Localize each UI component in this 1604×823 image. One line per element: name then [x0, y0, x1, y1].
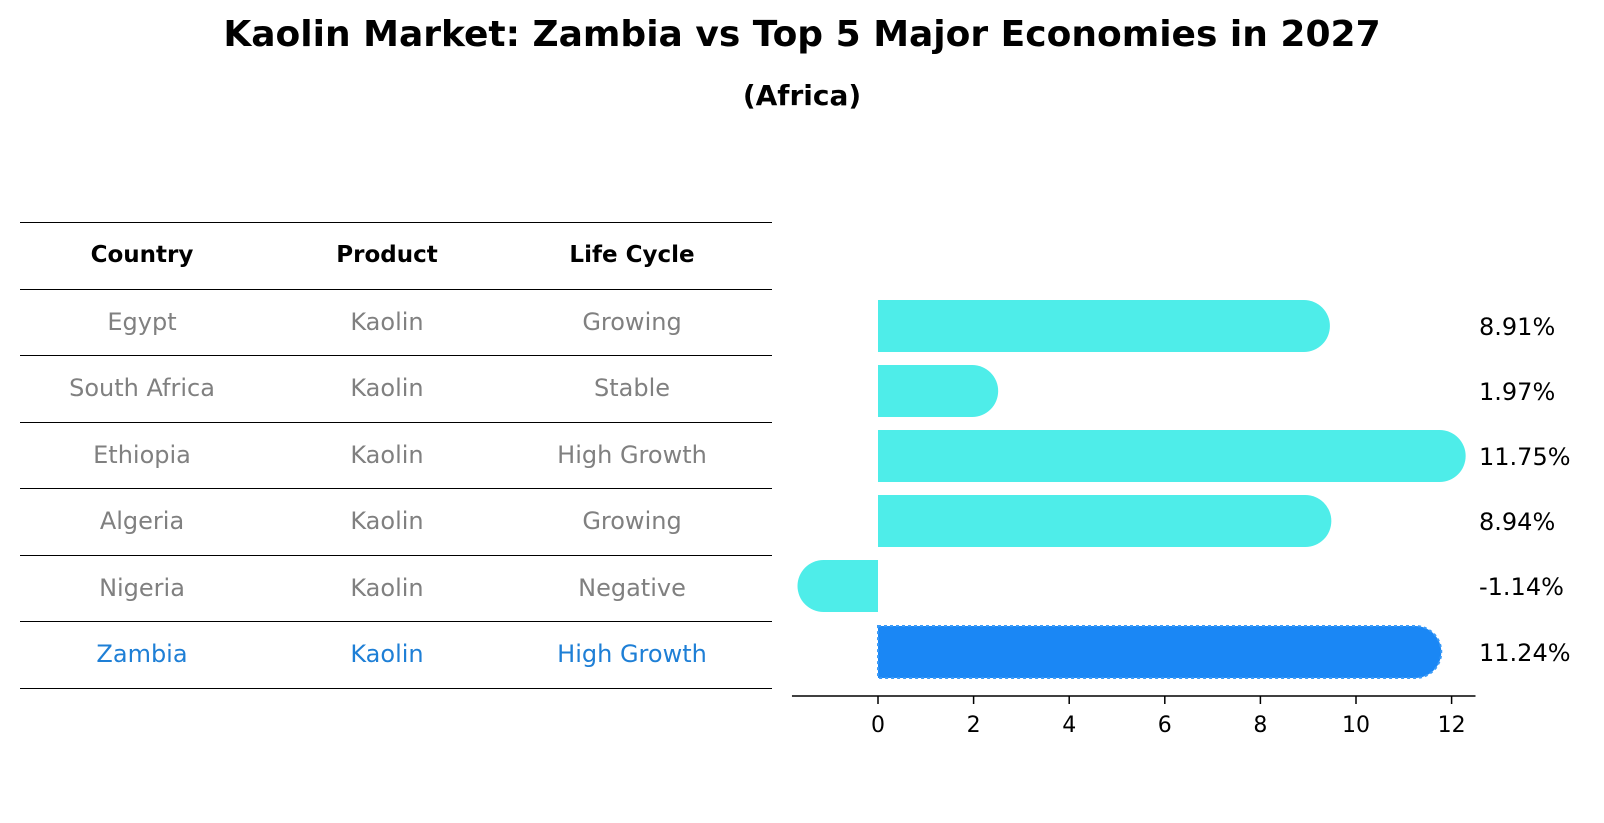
table-header-cell: Life Cycle	[569, 242, 695, 268]
data-label: 11.75%	[1479, 443, 1571, 471]
table-cell: South Africa	[69, 374, 215, 402]
table-cell: Growing	[582, 308, 682, 336]
table-cell: Stable	[593, 374, 671, 402]
table-cell: Ethiopia	[93, 441, 191, 469]
table-cell: Kaolin	[350, 441, 424, 469]
table-cell: Egypt	[107, 308, 177, 336]
table-cell: Algeria	[99, 507, 185, 535]
table-rule	[20, 555, 772, 556]
bar-ethiopia	[878, 430, 1466, 482]
x-tick-label: 10	[1342, 713, 1370, 738]
x-tick-label: 6	[1158, 713, 1172, 738]
bar-egypt	[878, 300, 1330, 352]
table-cell: Growing	[582, 507, 682, 535]
table-rule	[20, 422, 772, 423]
bar-algeria	[878, 495, 1332, 547]
table-header-cell: Country	[90, 242, 194, 268]
data-label: 1.97%	[1479, 378, 1555, 406]
table-cell: Kaolin	[350, 574, 424, 602]
data-label: 8.91%	[1479, 313, 1555, 341]
table-rule	[20, 289, 772, 290]
table-cell: High Growth	[557, 640, 707, 668]
x-tick-label: 2	[967, 713, 981, 738]
table-cell: Negative	[578, 574, 686, 602]
table-rule	[20, 488, 772, 489]
table-cell: Zambia	[96, 640, 188, 668]
table-cell: Kaolin	[350, 308, 424, 336]
x-tick-label: 12	[1438, 713, 1466, 738]
data-label: -1.14%	[1479, 573, 1564, 601]
table-cell: Kaolin	[350, 374, 424, 402]
table-rule	[20, 621, 772, 622]
bar-nigeria	[797, 560, 878, 612]
table-cell: Kaolin	[350, 640, 424, 668]
x-tick-label: 8	[1253, 713, 1267, 738]
data-label: 8.94%	[1479, 508, 1555, 536]
bar-zambia	[877, 625, 1443, 679]
x-tick-label: 4	[1062, 713, 1076, 738]
data-label: 11.24%	[1479, 639, 1571, 667]
chart-subtitle: (Africa)	[742, 79, 862, 112]
table-cell: Kaolin	[350, 507, 424, 535]
table-rule	[20, 688, 772, 689]
x-tick-label: 0	[871, 713, 885, 738]
table-rule	[20, 222, 772, 223]
table-cell: High Growth	[557, 441, 707, 469]
table-rule	[20, 355, 772, 356]
chart-title: Kaolin Market: Zambia vs Top 5 Major Eco…	[223, 14, 1381, 55]
bar-south-africa	[878, 365, 999, 417]
table-cell: Nigeria	[99, 574, 185, 602]
table-header-cell: Product	[336, 242, 438, 268]
